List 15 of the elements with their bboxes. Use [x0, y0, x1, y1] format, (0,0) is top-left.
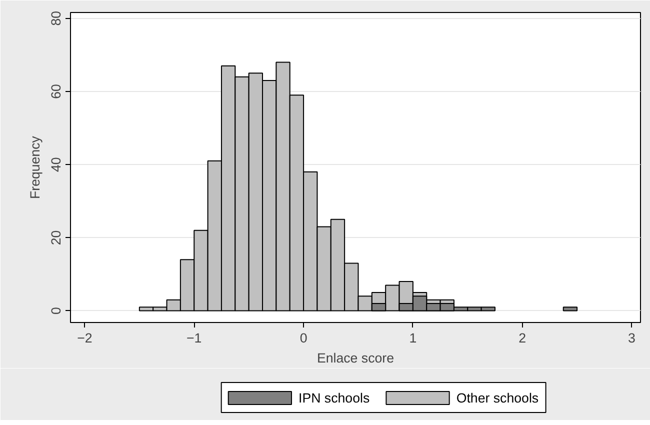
x-tick-label: 1	[409, 330, 417, 346]
y-tick-label: 0	[48, 307, 64, 315]
x-tick-label: 0	[300, 330, 308, 346]
x-tick-label: 3	[628, 330, 636, 346]
y-tick-label: 80	[48, 10, 64, 26]
y-axis-title: Frequency	[28, 136, 42, 199]
legend-label: Other schools	[456, 390, 539, 406]
x-tick-label: −1	[186, 330, 202, 346]
x-tick-label: 2	[518, 330, 526, 346]
y-tick-label: 60	[48, 84, 64, 99]
x-axis-title: Enlace score	[316, 350, 394, 366]
y-tick-label: 40	[48, 157, 64, 172]
y-tick-label: 20	[48, 230, 64, 246]
x-tick-label: −2	[77, 330, 92, 346]
legend-label: IPN schools	[298, 390, 370, 406]
